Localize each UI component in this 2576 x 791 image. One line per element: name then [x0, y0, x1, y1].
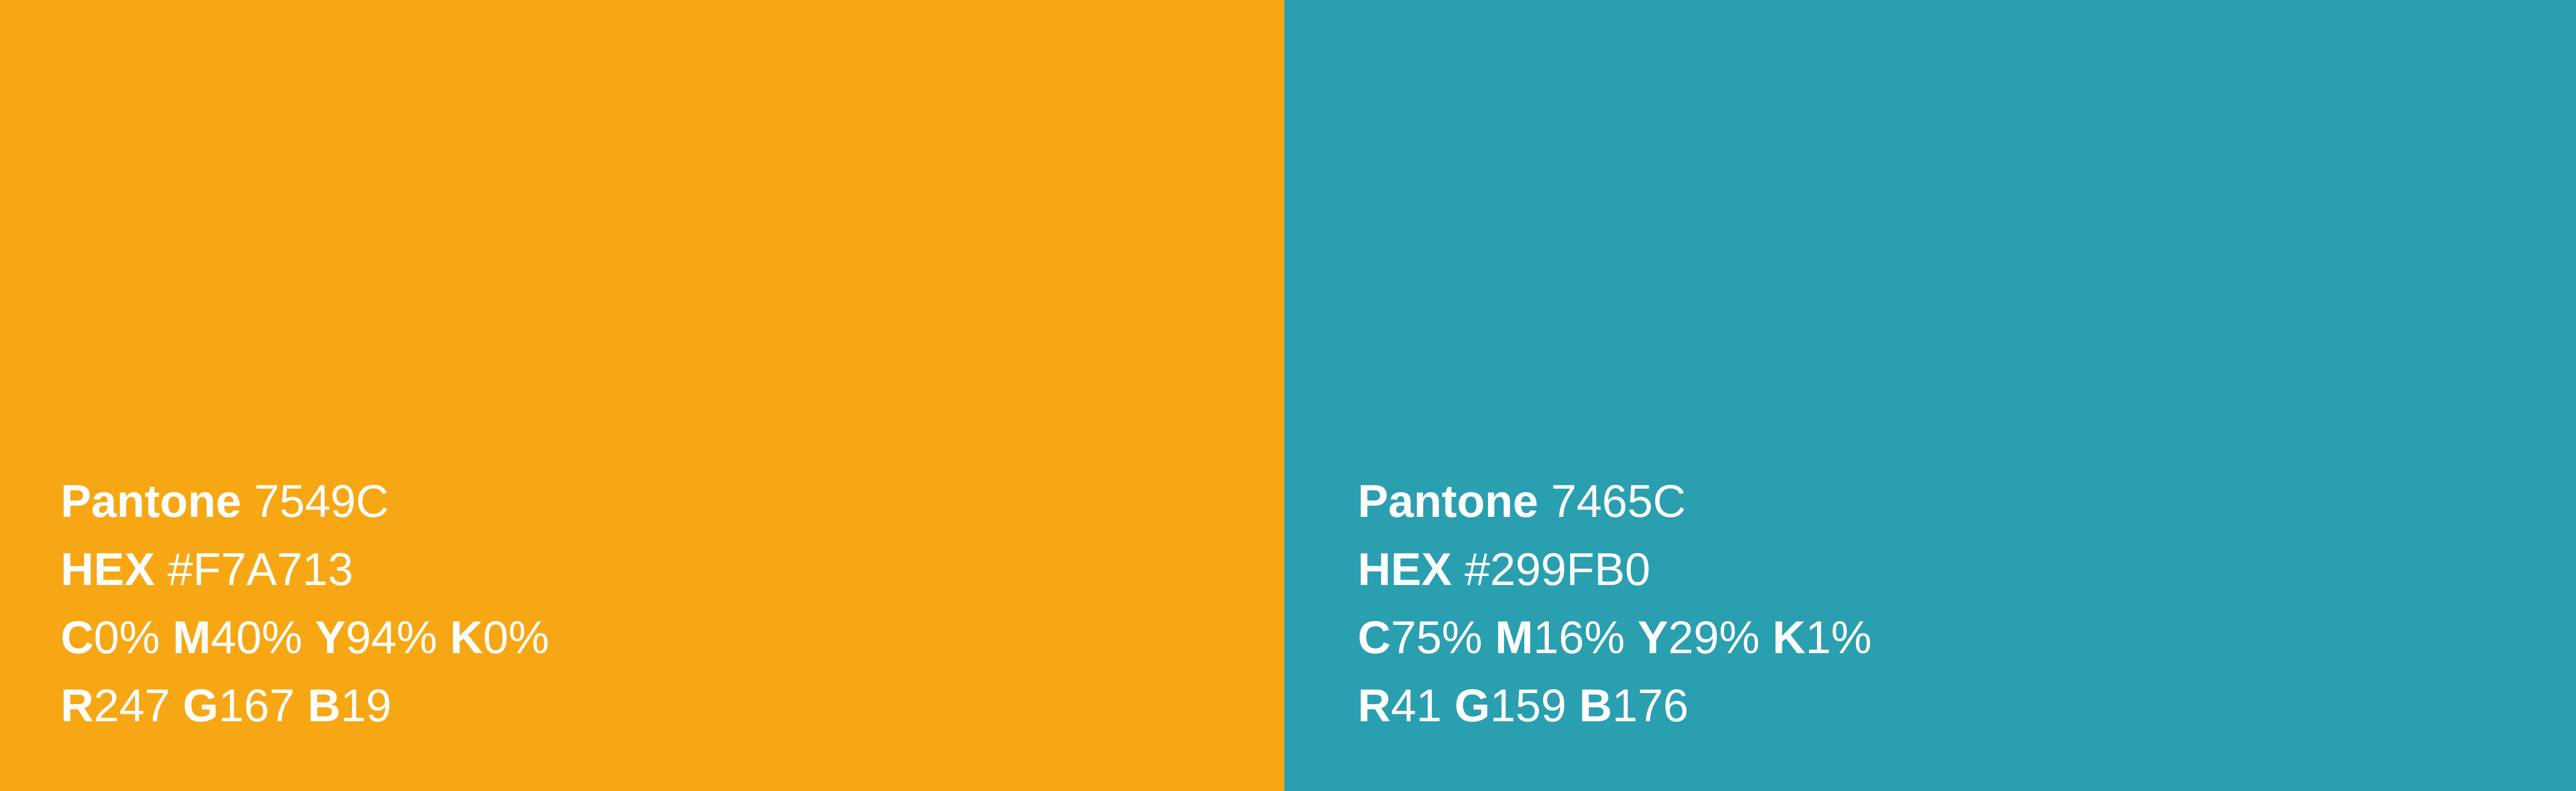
cmyk-y-value: 94%: [345, 612, 437, 663]
cmyk-line: C75% M16% Y29% K1%: [1358, 604, 2529, 672]
cmyk-y-label: Y: [1637, 612, 1669, 663]
rgb-line: R247 G167 B19: [61, 672, 1232, 740]
cmyk-k-label: K: [1772, 612, 1806, 663]
cmyk-m-value: 16%: [1533, 612, 1625, 663]
pantone-line: Pantone 7549C: [61, 467, 1232, 535]
cmyk-y-value: 29%: [1668, 612, 1760, 663]
cmyk-line: C0% M40% Y94% K0%: [61, 604, 1232, 672]
cmyk-m-value: 40%: [210, 612, 303, 663]
cmyk-y-label: Y: [315, 612, 346, 663]
cmyk-m-label: M: [172, 612, 211, 663]
pantone-label: Pantone: [61, 476, 242, 527]
hex-value: #F7A713: [167, 544, 353, 595]
cmyk-c-label: C: [61, 612, 94, 663]
pantone-value: 7465C: [1551, 476, 1686, 527]
hex-line: HEX #F7A713: [61, 535, 1232, 604]
cmyk-k-value: 0%: [483, 612, 549, 663]
rgb-r-value: 41: [1391, 680, 1442, 731]
swatch-teal: Pantone 7465C HEX #299FB0 C75% M16% Y29%…: [1284, 0, 2576, 791]
rgb-g-label: G: [183, 680, 219, 731]
rgb-b-label: B: [307, 680, 341, 731]
swatch-teal-specs: Pantone 7465C HEX #299FB0 C75% M16% Y29%…: [1358, 467, 2529, 740]
pantone-value: 7549C: [254, 476, 389, 527]
hex-label: HEX: [61, 544, 155, 595]
rgb-g-label: G: [1454, 680, 1490, 731]
cmyk-k-value: 1%: [1805, 612, 1872, 663]
rgb-r-value: 247: [94, 680, 170, 731]
rgb-g-value: 167: [218, 680, 295, 731]
pantone-line: Pantone 7465C: [1358, 467, 2529, 535]
rgb-r-label: R: [61, 680, 94, 731]
cmyk-c-value: 0%: [94, 612, 160, 663]
swatch-orange-specs: Pantone 7549C HEX #F7A713 C0% M40% Y94% …: [61, 467, 1232, 740]
rgb-b-value: 176: [1612, 680, 1689, 731]
cmyk-m-label: M: [1495, 612, 1533, 663]
rgb-b-label: B: [1579, 680, 1613, 731]
cmyk-k-label: K: [450, 612, 483, 663]
hex-value: #299FB0: [1464, 544, 1650, 595]
hex-label: HEX: [1358, 544, 1452, 595]
hex-line: HEX #299FB0: [1358, 535, 2529, 604]
rgb-b-value: 19: [340, 680, 392, 731]
rgb-g-value: 159: [1490, 680, 1567, 731]
cmyk-c-value: 75%: [1391, 612, 1483, 663]
pantone-label: Pantone: [1358, 476, 1539, 527]
rgb-r-label: R: [1358, 680, 1391, 731]
cmyk-c-label: C: [1358, 612, 1391, 663]
swatch-orange: Pantone 7549C HEX #F7A713 C0% M40% Y94% …: [0, 0, 1284, 791]
rgb-line: R41 G159 B176: [1358, 672, 2529, 740]
